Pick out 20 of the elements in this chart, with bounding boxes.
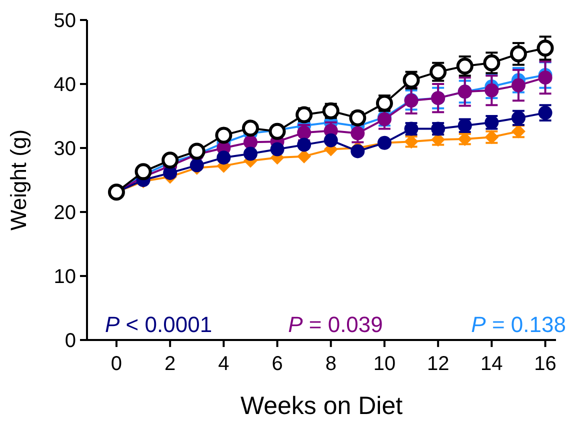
y-tick-label: 30 <box>54 138 76 160</box>
x-tick-label: 12 <box>426 353 450 375</box>
x-tick-label: 6 <box>272 353 283 375</box>
x-axis-title: Weeks on Diet <box>240 392 403 420</box>
y-tick-label: 0 <box>64 330 76 352</box>
y-tick-label: 10 <box>54 266 76 288</box>
x-tick-label: 14 <box>480 353 503 375</box>
y-tick-label: 50 <box>54 10 76 32</box>
x-tick-label: 4 <box>218 353 230 375</box>
x-tick-label: 2 <box>164 353 176 375</box>
x-tick-label: 8 <box>325 353 336 375</box>
x-tick-label: 0 <box>110 353 122 375</box>
annotation: P = 0.039 <box>288 312 383 337</box>
x-tick-label: 16 <box>534 353 556 375</box>
annotation: P = 0.138 <box>471 312 566 337</box>
annotation: P < 0.0001 <box>105 312 212 337</box>
y-tick-label: 20 <box>54 202 76 224</box>
x-tick-label: 10 <box>373 353 396 375</box>
y-axis-title: Weight (g) <box>6 129 31 231</box>
y-tick-label: 40 <box>54 74 76 96</box>
